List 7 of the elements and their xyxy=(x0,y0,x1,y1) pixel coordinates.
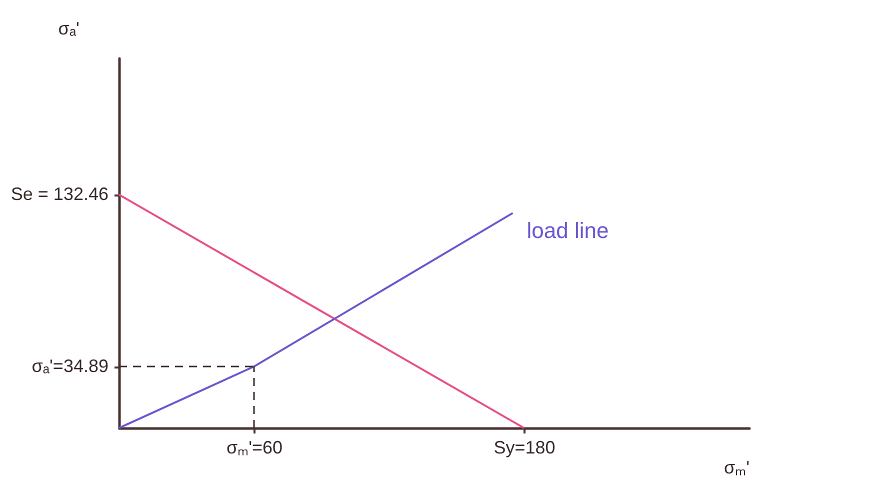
x-axis-title: σₘ' xyxy=(724,458,750,478)
series-label: load line xyxy=(526,218,609,244)
x-tick-label: σₘ'=60 xyxy=(226,438,283,458)
y-axis-title: σₐ' xyxy=(58,18,80,38)
y-tick-label: Se = 132.46 xyxy=(10,184,108,204)
x-tick-label: Sy=180 xyxy=(494,438,556,458)
y-tick-label: σₐ'=34.89 xyxy=(32,356,108,376)
